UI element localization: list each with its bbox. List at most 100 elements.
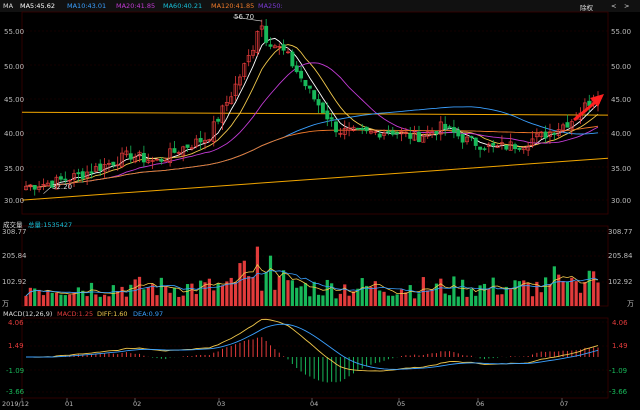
- volume-bar: [487, 288, 491, 306]
- volume-bar: [404, 292, 408, 306]
- candle-body: [443, 123, 448, 130]
- volume-bar: [41, 295, 46, 306]
- candle-body: [246, 55, 251, 63]
- next-button[interactable]: >: [624, 2, 630, 10]
- volume-bar: [177, 296, 181, 306]
- volume-bar: [360, 278, 364, 306]
- volume-bar: [426, 290, 430, 306]
- volume-bar: [185, 284, 190, 306]
- trend-arrow-head: [590, 94, 604, 107]
- volume-bar: [343, 284, 347, 306]
- volume-bar: [216, 283, 220, 306]
- volume-bar: [347, 295, 351, 306]
- volume-title: 成交量: [3, 221, 23, 229]
- candle-body: [430, 131, 435, 135]
- price-right-3: 40.00: [611, 130, 632, 138]
- volume-bar: [59, 294, 63, 306]
- candle-body: [67, 179, 72, 182]
- volume-bar: [452, 276, 456, 306]
- candle-body: [368, 131, 373, 134]
- adjust-button[interactable]: 除权: [580, 4, 593, 12]
- candle-body: [93, 166, 98, 172]
- volume-bar: [382, 291, 386, 306]
- candle-body: [58, 176, 63, 180]
- candle-body: [390, 130, 395, 135]
- volume-bar: [116, 291, 120, 306]
- candle-body: [403, 131, 408, 134]
- volume-bar: [168, 292, 172, 306]
- volume-bar: [233, 282, 238, 306]
- candle-body: [238, 76, 242, 86]
- candle-body: [552, 132, 557, 135]
- low-price-label: 32.20: [52, 183, 73, 191]
- volume-bar: [203, 282, 207, 306]
- candle-body: [268, 44, 273, 47]
- candle-body: [220, 105, 225, 123]
- ma120-label: MA120:41.85: [211, 2, 255, 10]
- candle-body: [124, 150, 129, 156]
- candle-body: [251, 49, 256, 56]
- volume-bar: [190, 283, 194, 306]
- volume-left-2: 102.92: [2, 278, 27, 286]
- volume-bar: [282, 270, 286, 306]
- ma5-label: MA5:45.62: [20, 2, 55, 10]
- volume-bar: [413, 298, 417, 306]
- volume-bar: [583, 282, 587, 306]
- volume-bar: [535, 281, 539, 306]
- volume-bar: [212, 290, 216, 306]
- candle-body: [543, 131, 548, 139]
- volume-bar: [447, 295, 452, 306]
- candle-body: [473, 137, 478, 146]
- candle-body: [303, 80, 308, 87]
- x-label-7: 07: [560, 400, 569, 408]
- macd-panel-frame: [21, 317, 609, 399]
- candle-body: [211, 121, 216, 142]
- volume-bar: [94, 294, 98, 306]
- candle-body: [76, 172, 81, 175]
- volume-bar: [439, 278, 443, 306]
- x-label-3: 03: [217, 400, 226, 408]
- ma5-line: [25, 37, 599, 188]
- volume-total: 总量:1535427: [28, 221, 73, 229]
- volume-bar: [133, 279, 137, 306]
- volume-bar: [469, 288, 473, 306]
- volume-bar: [295, 287, 299, 306]
- candle-body: [89, 171, 94, 174]
- candle-body: [242, 63, 247, 77]
- candle-body: [120, 152, 125, 168]
- candle-body: [434, 130, 439, 135]
- price-right-1: 50.00: [611, 63, 632, 71]
- candle-body: [281, 44, 286, 51]
- volume-bar: [509, 289, 513, 306]
- volume-bar: [522, 280, 526, 306]
- volume-bar: [207, 278, 211, 306]
- volume-bar: [129, 284, 133, 306]
- price-right-0: 55.00: [611, 28, 632, 36]
- volume-bar: [50, 292, 54, 306]
- candle-body: [233, 83, 238, 96]
- low-marker: [43, 186, 52, 194]
- volume-bar: [312, 281, 316, 306]
- volume-bar: [417, 293, 421, 306]
- volume-bar: [76, 287, 80, 306]
- volume-bar: [557, 274, 561, 306]
- candle-body: [364, 126, 369, 132]
- volume-bar: [561, 280, 565, 306]
- candle-body: [351, 126, 356, 131]
- volume-bar: [578, 292, 583, 306]
- volume-bar: [107, 296, 111, 306]
- volume-bar: [242, 260, 246, 306]
- prev-button[interactable]: <: [611, 2, 617, 10]
- volume-bar: [478, 285, 482, 306]
- candle-body: [198, 137, 203, 143]
- macd-right-3: -3.66: [609, 388, 628, 396]
- volume-bar: [330, 283, 334, 306]
- candle-body: [181, 146, 186, 156]
- candle-body: [141, 153, 146, 163]
- price-left-4: 35.00: [4, 165, 25, 173]
- macd-left-3: -3.66: [6, 388, 25, 396]
- macd-right-0: 4.06: [612, 319, 628, 327]
- volume-bar: [321, 295, 325, 306]
- volume-bar: [277, 276, 281, 306]
